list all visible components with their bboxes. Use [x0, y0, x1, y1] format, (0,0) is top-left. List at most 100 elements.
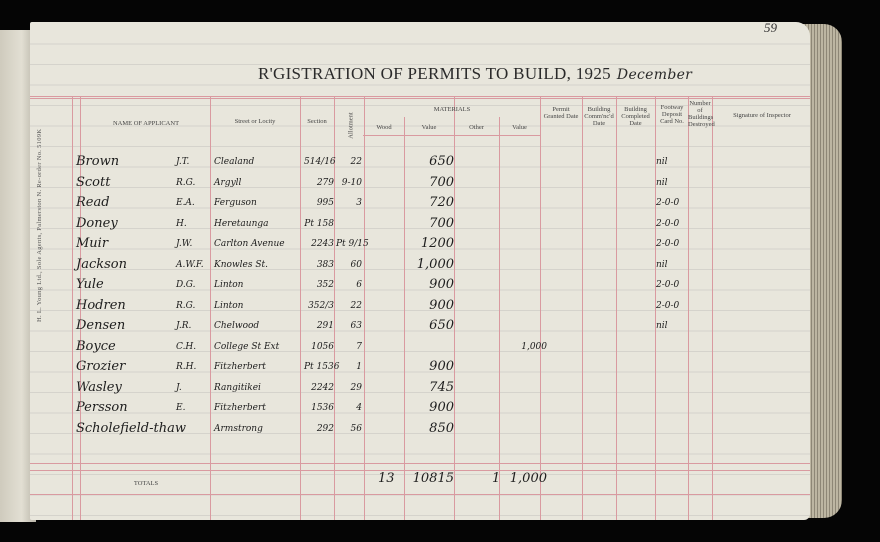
applicant-name: Doney	[76, 215, 118, 231]
month: December	[616, 67, 693, 83]
initials: R.G.	[176, 177, 196, 188]
header-section: Section	[307, 118, 327, 125]
allotment: 22	[350, 157, 362, 167]
applicant-name: Densen	[76, 318, 126, 333]
section: 352	[316, 280, 334, 290]
applicant-name: Grozier	[76, 359, 126, 374]
header-permit-date: Permit Granted Date	[543, 106, 579, 120]
value: 650	[429, 154, 454, 169]
footway-deposit: 2-0-0	[656, 239, 680, 249]
allotment: 3	[356, 198, 362, 208]
section: 292	[316, 423, 334, 434]
street: Carlton Avenue	[214, 239, 285, 249]
initials: D.G.	[176, 280, 196, 290]
header-materials: MATERIALS	[433, 106, 471, 113]
allotment: 9-10	[341, 177, 362, 188]
section: 352/3	[308, 300, 334, 311]
street: Rangitikei	[214, 382, 261, 393]
street: Argyll	[214, 177, 242, 188]
applicant-name: Read	[76, 195, 110, 210]
street: Ferguson	[214, 198, 257, 208]
value: 900	[429, 277, 454, 292]
value: 900	[429, 297, 454, 313]
footway-deposit: nil	[656, 177, 668, 188]
totals-label: TOTALS	[133, 480, 159, 487]
initials: E.	[176, 403, 186, 413]
allotment: 6	[356, 280, 362, 290]
applicant-name: Hodren	[76, 297, 126, 313]
totals-other-count: 1	[492, 471, 501, 486]
header-allotment: Allotment	[347, 112, 355, 139]
applicant-name: Wasley	[76, 379, 122, 395]
header-destroyed: Number of Buildings Destroyed	[688, 100, 715, 128]
initials: A.W.F.	[176, 259, 204, 270]
header-name: NAME OF APPLICANT	[112, 120, 180, 127]
totals-value: 10815	[412, 471, 454, 486]
header-wood: Wood	[376, 124, 392, 131]
section: 383	[316, 259, 334, 270]
allotment: 4	[356, 403, 362, 413]
header-street: Street or Locity	[234, 118, 276, 125]
section: 1056	[311, 341, 334, 352]
header-footway: Footway Deposit Card No.	[660, 104, 684, 125]
value: 850	[429, 420, 454, 436]
page-number: 59	[764, 22, 777, 35]
allotment: 60	[350, 259, 362, 270]
initials: J.W.	[176, 239, 193, 249]
section: Pt 1536	[304, 362, 340, 372]
applicant-name: Yule	[76, 277, 104, 292]
street: Linton	[214, 300, 244, 311]
initials: R.G.	[176, 300, 196, 311]
allotment: 7	[356, 341, 362, 352]
totals-wood-count: 13	[378, 471, 395, 486]
initials: J.T.	[176, 157, 190, 167]
applicant-name: Boyce	[76, 338, 116, 354]
street: Fitzherbert	[214, 362, 266, 372]
footway-deposit: nil	[656, 259, 668, 270]
side-imprint: H. L. Young Ltd., Sole Agents, Palmersto…	[36, 128, 43, 322]
header-completed-date: Building Completed Date	[621, 106, 650, 127]
value: 900	[429, 359, 454, 374]
applicant-name: Jackson	[76, 256, 127, 272]
applicant-name: Persson	[76, 400, 128, 415]
title-text: R'GISTRATION OF PERMITS TO BUILD, 1925	[258, 64, 611, 83]
section: 2243	[311, 239, 334, 249]
header-other: Other	[469, 124, 484, 131]
footway-deposit: 2-0-0	[656, 198, 680, 208]
other-value: 1,000	[521, 341, 547, 352]
street: Armstrong	[214, 423, 263, 434]
street: Clealand	[214, 157, 255, 167]
initials: J.	[176, 382, 182, 393]
street: Fitzherbert	[214, 403, 266, 413]
applicant-name: Scott	[76, 174, 111, 190]
allotment: 56	[350, 423, 362, 434]
section: 995	[316, 198, 334, 208]
value: 745	[429, 379, 454, 395]
value: 720	[429, 195, 454, 210]
initials: J.R.	[176, 321, 192, 331]
footway-deposit: 2-0-0	[656, 280, 680, 290]
header-commenced-date: Building Comm'nc'd Date	[584, 106, 614, 127]
section: 2242	[311, 382, 334, 393]
allotment: 22	[350, 300, 362, 311]
value: 900	[429, 400, 454, 415]
allotment: 1	[356, 362, 362, 372]
section: 279	[316, 177, 334, 188]
applicant-name: Scholefield-thaw	[76, 420, 186, 436]
ledger-page: H. L. Young Ltd., Sole Agents, Palmersto…	[30, 22, 810, 520]
applicant-name: Brown	[76, 154, 120, 169]
footway-deposit: nil	[656, 157, 668, 167]
initials: E.A.	[176, 198, 195, 208]
value: 1,000	[416, 256, 454, 272]
street: Chelwood	[214, 321, 260, 331]
street: Heretaunga	[214, 218, 269, 229]
section: 291	[316, 321, 334, 331]
street: Knowles St.	[214, 259, 268, 270]
allotment: 29	[350, 382, 362, 393]
footway-deposit: nil	[656, 321, 668, 331]
section: 514/16	[304, 157, 336, 167]
applicant-name: Muir	[76, 236, 109, 251]
footway-deposit: 2-0-0	[656, 218, 680, 229]
allotment: Pt 9/15	[336, 239, 369, 249]
value: 700	[429, 174, 454, 190]
